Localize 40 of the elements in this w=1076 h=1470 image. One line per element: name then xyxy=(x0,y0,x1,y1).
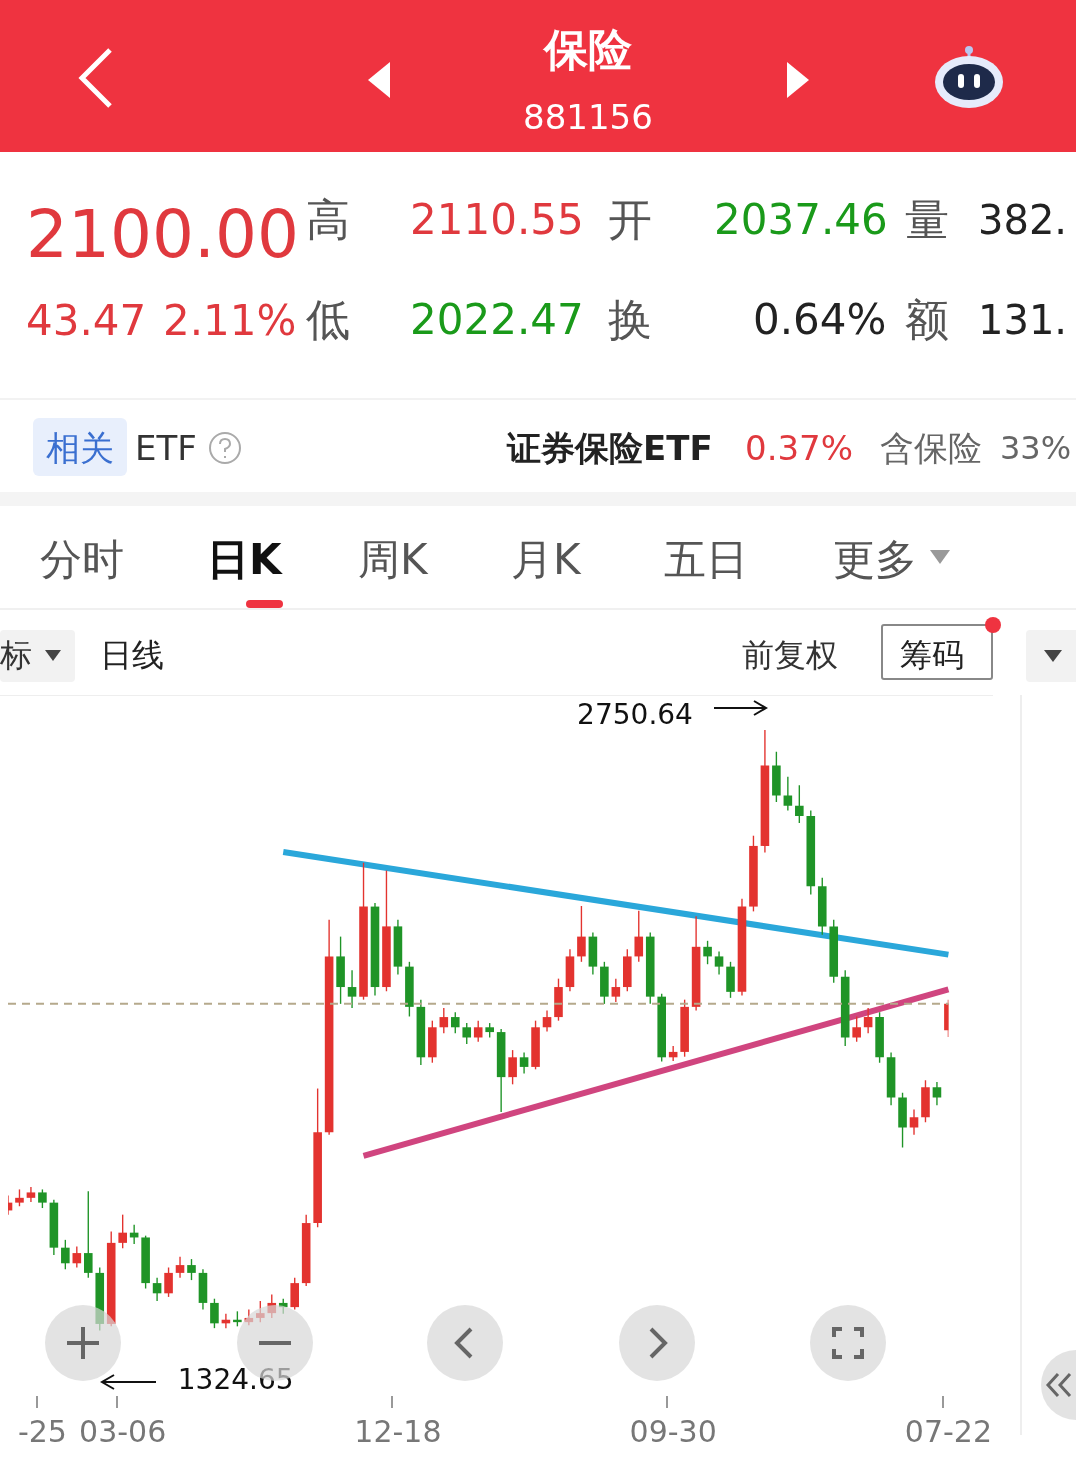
text: 更多 xyxy=(833,534,917,586)
text: 日线 xyxy=(100,635,164,675)
text: 前复权 xyxy=(742,635,838,675)
text: 额 xyxy=(905,293,949,347)
text: 证券保险ETF xyxy=(507,427,713,469)
text: 五日 xyxy=(664,534,748,586)
text: 1324.65 xyxy=(177,1362,294,1396)
x-tick-label: 09-30 xyxy=(629,1413,717,1449)
text: 高 xyxy=(306,193,350,247)
chart-title: 保险 xyxy=(542,23,633,77)
text: 2.11% xyxy=(163,295,297,347)
text: ETF xyxy=(135,427,197,469)
text: 2100.00 xyxy=(26,195,299,275)
text: 0.37% xyxy=(745,427,854,469)
text: 周K xyxy=(358,534,428,586)
text: 含保险 xyxy=(880,427,982,469)
text: 标 xyxy=(0,635,32,675)
annotation: 2750.64 xyxy=(577,698,693,732)
text: 日K xyxy=(207,534,282,586)
text: 33% xyxy=(1000,428,1072,468)
text: 量 xyxy=(905,193,949,247)
text: 382. xyxy=(978,196,1068,244)
x-tick-label: 07-22 xyxy=(904,1413,993,1449)
chart-subtitle: 881156 xyxy=(522,96,654,138)
x-tick-label: 12-18 xyxy=(354,1413,442,1449)
text: 2110.55 xyxy=(410,194,584,246)
text: 2022.47 xyxy=(410,294,584,346)
x-tick-label: -25 xyxy=(17,1413,67,1449)
text: 0.64% xyxy=(753,294,887,346)
x-tick-label: 03-06 xyxy=(79,1413,167,1449)
text: 开 xyxy=(608,193,652,247)
text: 相关 xyxy=(46,427,114,469)
text: 换 xyxy=(608,293,652,347)
text: 43.47 xyxy=(26,295,147,347)
text: 低 xyxy=(306,293,350,347)
text: 月K xyxy=(511,534,581,586)
text: 131. xyxy=(978,296,1068,344)
text: 分时 xyxy=(40,534,124,586)
text: 2037.46 xyxy=(714,194,888,246)
text: 筹码 xyxy=(900,635,964,675)
